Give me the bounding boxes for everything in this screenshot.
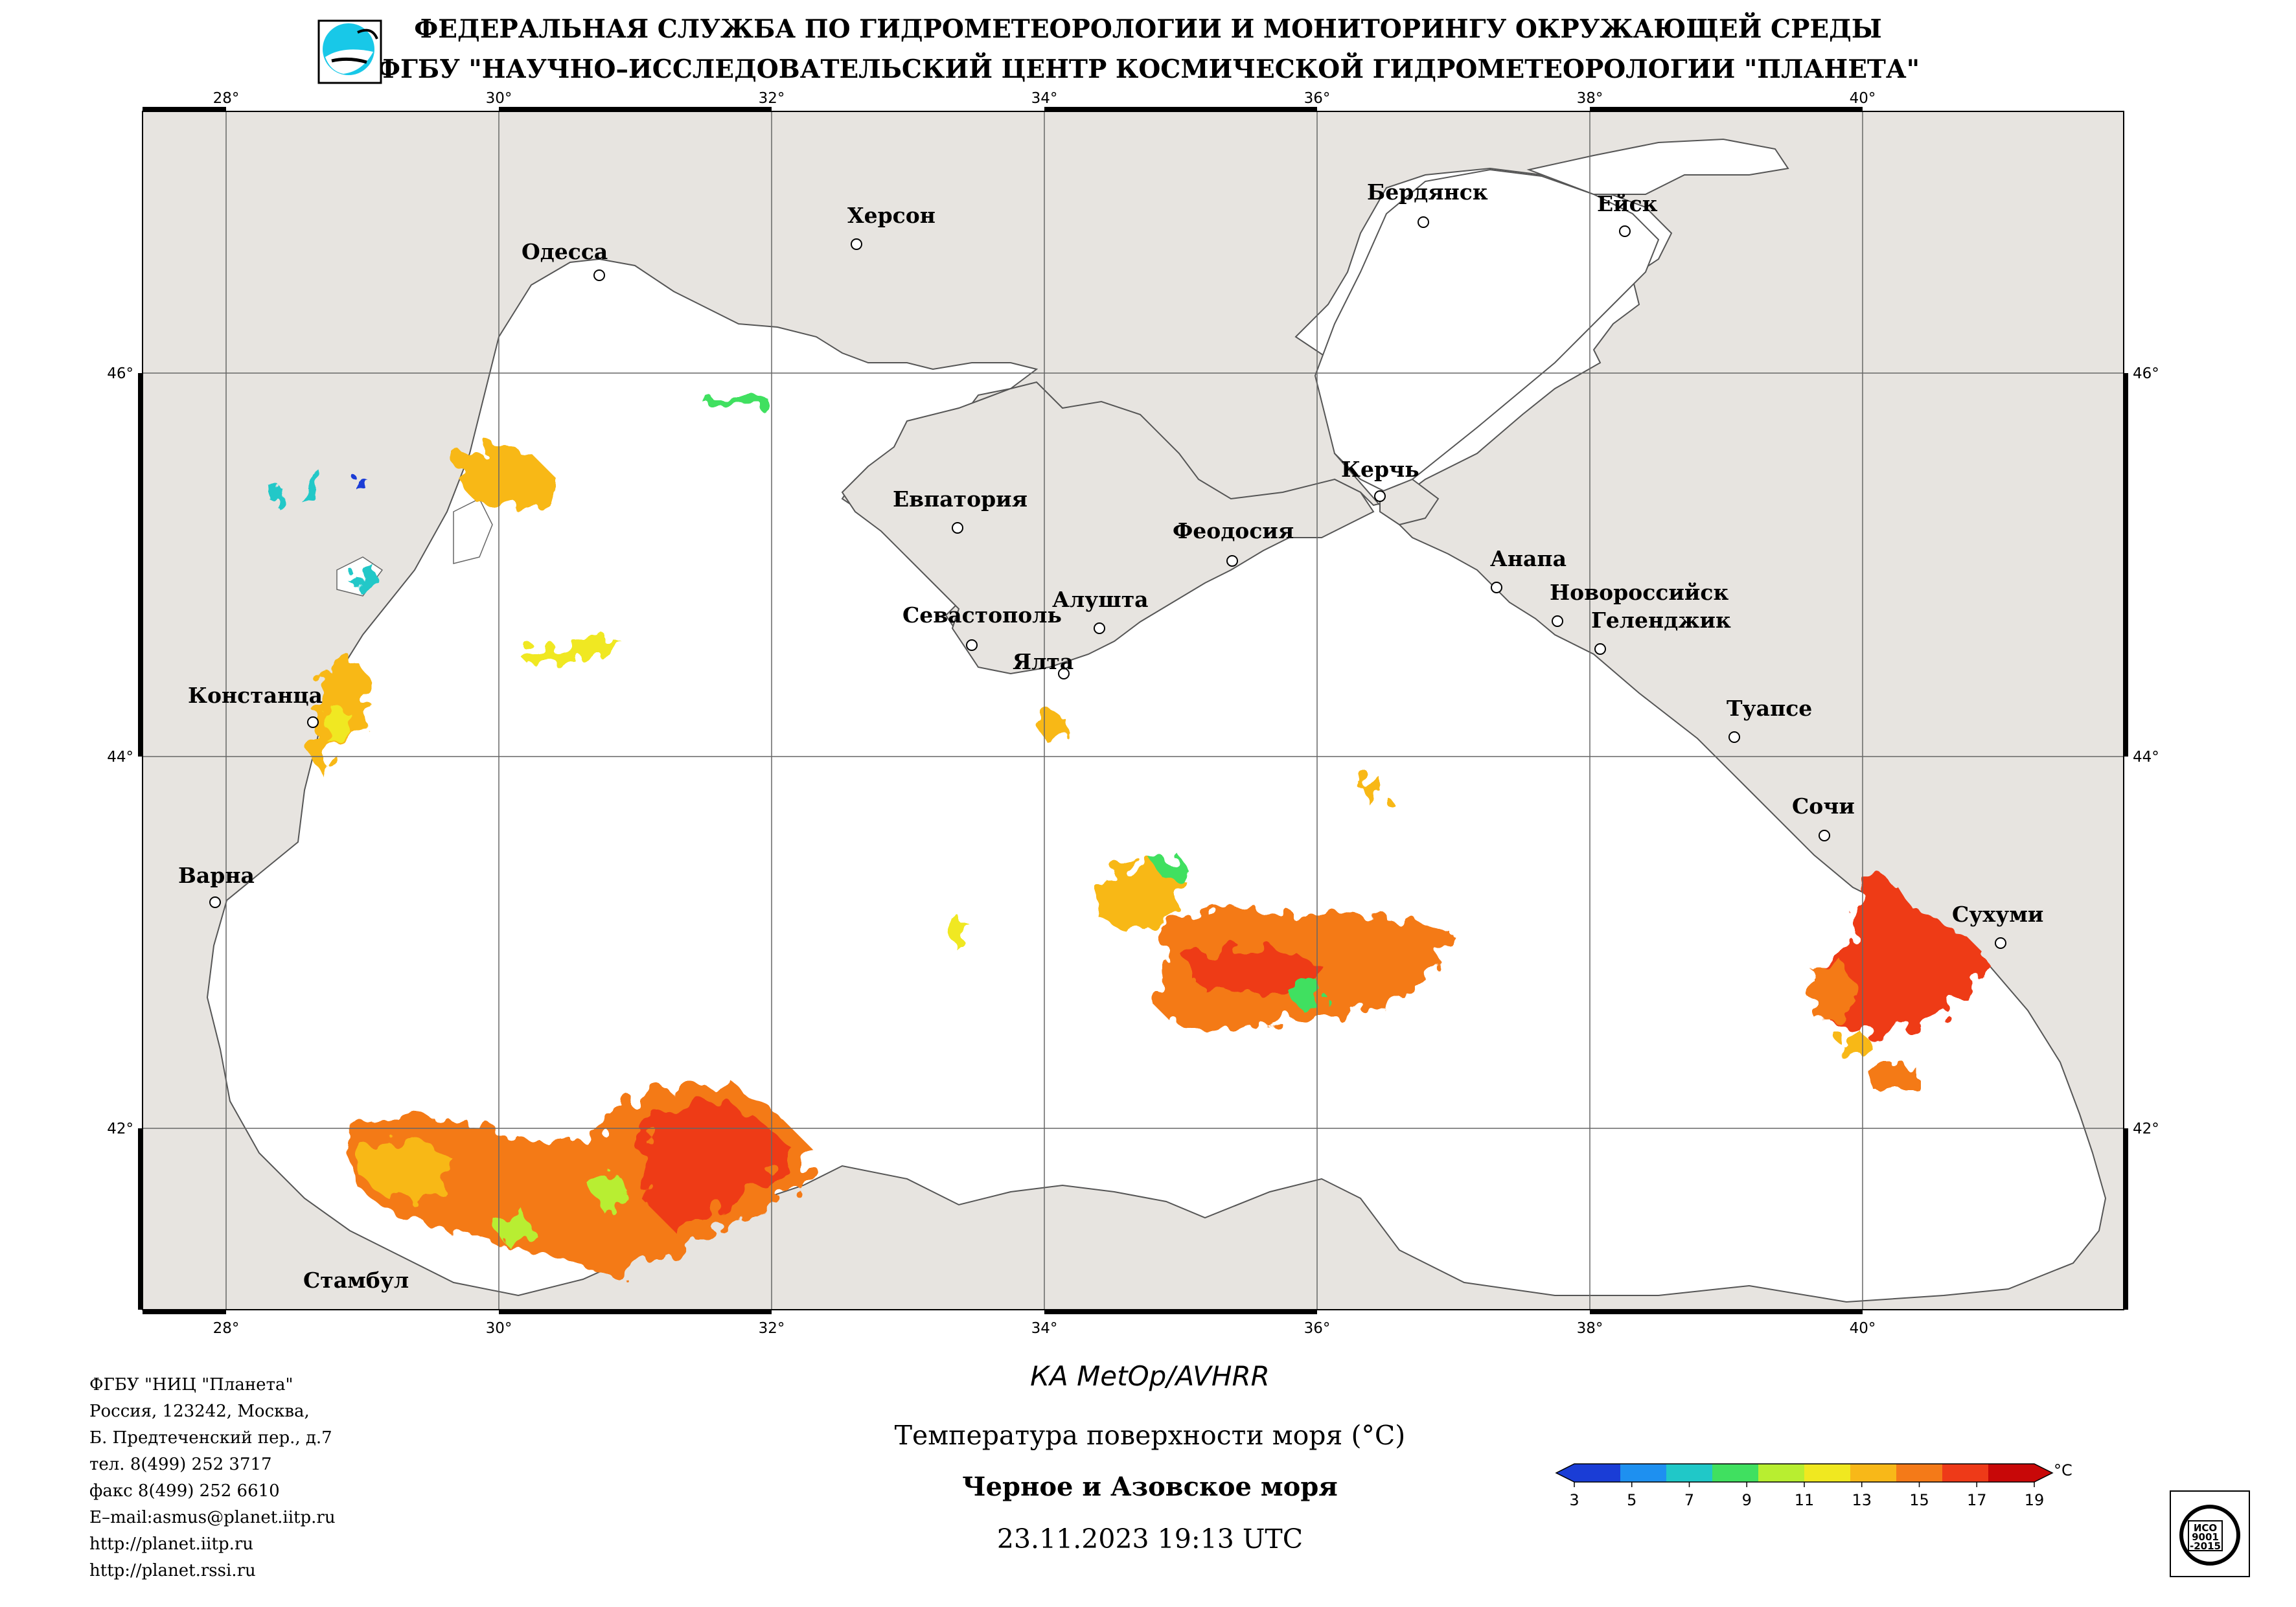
graticule — [143, 111, 2124, 1310]
city-sochi: Сочи — [1792, 793, 1855, 819]
city-sevastopol: Севастополь — [902, 602, 1062, 628]
city-yeysk: Ейск — [1597, 191, 1658, 216]
city-istanbul: Стамбул — [303, 1268, 409, 1293]
city-odessa: Одесса — [522, 239, 608, 264]
lon-tick-top-38: 38° — [1577, 90, 1603, 107]
satellite-label: КА MetOp/AVHRR — [1030, 1360, 1270, 1392]
header-line-2: ФГБУ "НАУЧНО–ИССЛЕДОВАТЕЛЬСКИЙ ЦЕНТР КОС… — [376, 54, 1920, 84]
colorbar-label-13: 13 — [1852, 1491, 1872, 1509]
colorbar: 3 5 7 9 11 13 15 17 19 °C — [1555, 1461, 2072, 1509]
colorbar-segment — [1574, 1464, 1621, 1482]
colorbar-label-15: 15 — [1909, 1491, 1929, 1509]
colorbar-label-11: 11 — [1795, 1491, 1815, 1509]
lat-tick-left-46: 46° — [107, 365, 133, 382]
lon-tick-bottom-34: 34° — [1031, 1320, 1058, 1337]
city-sukhumi: Сухуми — [1952, 902, 2043, 927]
lat-tick-left-44: 44° — [107, 749, 133, 766]
colorbar-label-17: 17 — [1967, 1491, 1987, 1509]
sst-patches — [269, 395, 1989, 1276]
colorbar-segment — [1988, 1464, 2035, 1482]
city-evpatoria: Евпатория — [893, 486, 1027, 512]
city-kherson: Херсон — [847, 203, 936, 228]
colorbar-min-arrow — [1556, 1464, 1574, 1482]
city-kerch: Керчь — [1341, 457, 1419, 482]
colorbar-max-arrow — [2034, 1464, 2052, 1482]
lon-tick-top-34: 34° — [1031, 90, 1058, 107]
city-constanta: Констанца — [188, 683, 323, 708]
iso-badge-text-2: 9001 — [2192, 1531, 2219, 1543]
lon-tick-bottom-36: 36° — [1304, 1320, 1331, 1337]
city-anapa: Анапа — [1490, 546, 1567, 571]
colorbar-label-9: 9 — [1742, 1491, 1752, 1509]
org-fax: факс 8(499) 252 6610 — [89, 1481, 280, 1501]
org-address-2: Б. Предтеченский пер., д.7 — [89, 1428, 332, 1448]
header-line-1: ФЕДЕРАЛЬНАЯ СЛУЖБА ПО ГИДРОМЕТЕОРОЛОГИИ … — [414, 14, 1882, 44]
frame-scale-bars — [138, 107, 2128, 1314]
org-address-1: Россия, 123242, Москва, — [89, 1402, 310, 1421]
lon-tick-top-30: 30° — [486, 90, 512, 107]
lon-tick-bottom-40: 40° — [1850, 1320, 1876, 1337]
org-phone: тел. 8(499) 252 3717 — [89, 1455, 272, 1474]
colorbar-segment — [1850, 1464, 1897, 1482]
iso-badge-text-1: ИСО — [2194, 1522, 2217, 1534]
lon-tick-top-32: 32° — [759, 90, 785, 107]
lat-tick-left-42: 42° — [107, 1121, 133, 1137]
org-info: ФГБУ "НИЦ "Планета" Россия, 123242, Моск… — [89, 1372, 336, 1584]
colorbar-segment — [1804, 1464, 1851, 1482]
colorbar-segment — [1712, 1464, 1759, 1482]
iso-badge-text-3: -2015 — [2190, 1540, 2221, 1552]
lon-tick-top-40: 40° — [1850, 90, 1876, 107]
colorbar-segment — [1620, 1464, 1667, 1482]
lat-tick-right-44: 44° — [2133, 749, 2159, 766]
city-gelendzhik: Геленджик — [1591, 608, 1731, 633]
lon-tick-top-36: 36° — [1304, 90, 1331, 107]
city-yalta: Ялта — [1013, 649, 1073, 674]
crimea-land — [841, 381, 1375, 675]
city-feodosia: Феодосия — [1173, 518, 1294, 543]
datetime-label: 23.11.2023 19:13 UTC — [996, 1523, 1303, 1555]
city-tuapse: Туапсе — [1727, 696, 1812, 721]
colorbar-segment — [1896, 1464, 1943, 1482]
colorbar-label-3: 3 — [1569, 1491, 1579, 1509]
planeta-logo-icon — [317, 19, 382, 84]
colorbar-segment — [1942, 1464, 1989, 1482]
iso-certification-icon: ИСО 9001 -2015 — [2170, 1490, 2250, 1577]
colorbar-label-7: 7 — [1684, 1491, 1694, 1509]
lon-tick-bottom-32: 32° — [759, 1320, 785, 1337]
colorbar-unit: °C — [2054, 1461, 2072, 1479]
city-markers — [209, 216, 2006, 949]
lon-tick-bottom-28: 28° — [213, 1320, 240, 1337]
org-url-2[interactable]: http://planet.rssi.ru — [89, 1561, 256, 1580]
colorbar-segment — [1758, 1464, 1805, 1482]
parameter-label: Температура поверхности моря (°С) — [894, 1420, 1406, 1451]
colorbar-label-19: 19 — [2025, 1491, 2045, 1509]
lon-tick-top-28: 28° — [213, 90, 240, 107]
city-berdyansk: Бердянск — [1367, 179, 1488, 205]
colorbar-label-5: 5 — [1627, 1491, 1636, 1509]
sst-map: 28° 30° 32° 34° 36° 38° 40° 28° 30° 32° … — [107, 90, 2159, 1337]
lon-tick-bottom-38: 38° — [1577, 1320, 1603, 1337]
lat-tick-right-42: 42° — [2133, 1121, 2159, 1137]
org-email[interactable]: E–mail:asmus@planet.iitp.ru — [89, 1508, 336, 1527]
org-name: ФГБУ "НИЦ "Планета" — [89, 1375, 293, 1395]
colorbar-segment — [1666, 1464, 1713, 1482]
city-novorossiysk: Новороссийск — [1550, 580, 1728, 605]
city-alushta: Алушта — [1052, 587, 1149, 612]
region-label: Черное и Азовское моря — [962, 1472, 1338, 1502]
city-varna: Варна — [178, 863, 255, 888]
org-url-1[interactable]: http://planet.iitp.ru — [89, 1534, 254, 1554]
lon-tick-bottom-30: 30° — [486, 1320, 512, 1337]
lat-tick-right-46: 46° — [2133, 365, 2159, 382]
